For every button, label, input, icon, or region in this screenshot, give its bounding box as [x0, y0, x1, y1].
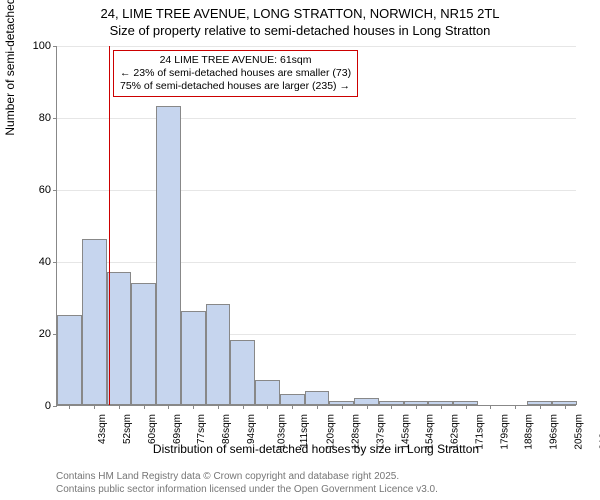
bar	[181, 311, 206, 405]
x-tick-label: 43sqm	[97, 414, 108, 444]
bar	[230, 340, 255, 405]
x-tick-label: 86sqm	[221, 414, 232, 444]
marker-vertical-line	[109, 46, 110, 405]
footer-line1: Contains HM Land Registry data © Crown c…	[56, 471, 438, 484]
x-tick-mark	[119, 405, 120, 409]
x-tick-mark	[416, 405, 417, 409]
annotation-line3: 75% of semi-detached houses are larger (…	[120, 80, 351, 93]
chart-container: 24, LIME TREE AVENUE, LONG STRATTON, NOR…	[0, 0, 600, 500]
x-tick-mark	[391, 405, 392, 409]
footer: Contains HM Land Registry data © Crown c…	[56, 471, 438, 496]
y-tick-label: 100	[27, 40, 51, 52]
x-tick-mark	[243, 405, 244, 409]
y-axis-label: Number of semi-detached properties	[3, 0, 17, 136]
annotation-line1: 24 LIME TREE AVENUE: 61sqm	[120, 54, 351, 67]
bar	[280, 394, 305, 405]
y-tick-label: 60	[27, 184, 51, 196]
x-tick-mark	[317, 405, 318, 409]
y-tick-label: 40	[27, 256, 51, 268]
annotation-line2: ← 23% of semi-detached houses are smalle…	[120, 67, 351, 80]
x-tick-mark	[267, 405, 268, 409]
x-tick-mark	[168, 405, 169, 409]
x-tick-mark	[342, 405, 343, 409]
x-tick-label: 69sqm	[172, 414, 183, 444]
footer-line2: Contains public sector information licen…	[56, 484, 438, 497]
x-tick-mark	[292, 405, 293, 409]
plot-area: 020406080100 43sqm52sqm60sqm69sqm77sqm86…	[56, 46, 576, 406]
x-tick-mark	[565, 405, 566, 409]
bars-group	[57, 46, 576, 405]
bar	[305, 391, 330, 405]
chart-title-line1: 24, LIME TREE AVENUE, LONG STRATTON, NOR…	[0, 0, 600, 23]
bar	[82, 239, 107, 405]
annotation-box: 24 LIME TREE AVENUE: 61sqm ← 23% of semi…	[113, 50, 358, 97]
x-tick-mark	[94, 405, 95, 409]
x-tick-mark	[441, 405, 442, 409]
y-tick-mark	[53, 406, 57, 407]
x-tick-mark	[540, 405, 541, 409]
bar	[107, 272, 132, 405]
bar	[156, 106, 181, 405]
y-tick-label: 80	[27, 112, 51, 124]
bar	[131, 283, 156, 405]
chart-title-line2: Size of property relative to semi-detach…	[0, 23, 600, 38]
x-tick-mark	[193, 405, 194, 409]
bar	[57, 315, 82, 405]
x-tick-label: 52sqm	[122, 414, 133, 444]
x-tick-mark	[144, 405, 145, 409]
x-axis-label: Distribution of semi-detached houses by …	[56, 442, 576, 456]
x-tick-label: 94sqm	[246, 414, 257, 444]
x-tick-mark	[490, 405, 491, 409]
x-tick-label: 60sqm	[147, 414, 158, 444]
x-tick-mark	[515, 405, 516, 409]
x-tick-mark	[367, 405, 368, 409]
bar	[255, 380, 280, 405]
x-tick-label: 77sqm	[196, 414, 207, 444]
bar	[206, 304, 231, 405]
bar	[354, 398, 379, 405]
y-tick-label: 20	[27, 328, 51, 340]
y-tick-label: 0	[27, 400, 51, 412]
x-tick-mark	[466, 405, 467, 409]
x-tick-mark	[69, 405, 70, 409]
x-tick-mark	[218, 405, 219, 409]
